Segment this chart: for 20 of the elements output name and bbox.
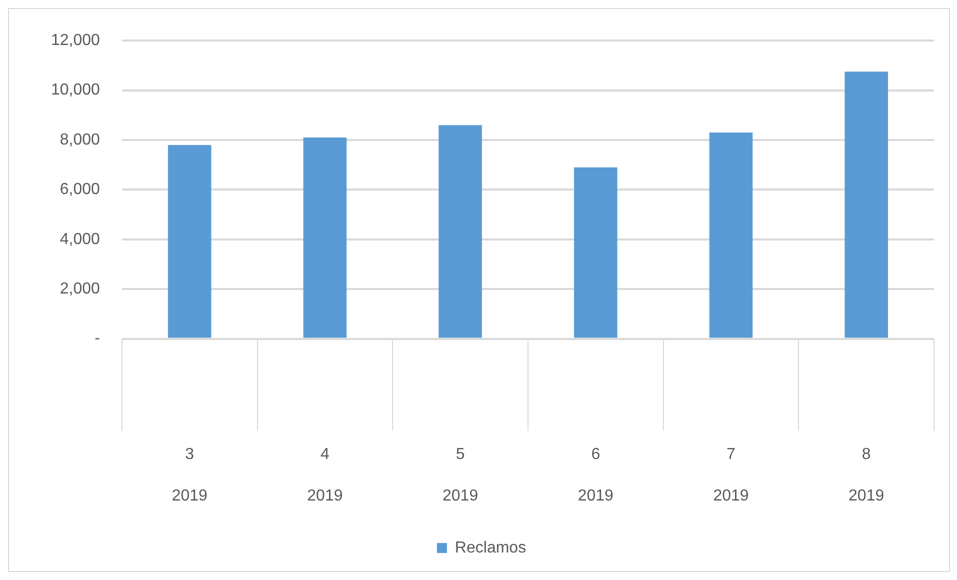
bar xyxy=(438,125,482,338)
y-tick-label: 2,000 xyxy=(60,280,100,298)
y-tick-label: - xyxy=(94,330,100,348)
category-label: 6 2019 xyxy=(578,446,614,505)
bar xyxy=(844,72,888,338)
bar xyxy=(574,167,618,338)
y-tick-label: 6,000 xyxy=(60,181,100,198)
bar xyxy=(303,138,347,338)
bar xyxy=(709,132,753,338)
category-label: 3 2019 xyxy=(172,446,208,505)
category-label: 4 2019 xyxy=(307,446,343,505)
category-label: 8 2019 xyxy=(848,446,884,505)
legend-label: Reclamos xyxy=(454,539,526,556)
y-tick-label: 4,000 xyxy=(60,230,100,248)
bar xyxy=(168,144,212,338)
category-label: 5 2019 xyxy=(442,446,478,505)
category-label: 7 2019 xyxy=(713,446,749,505)
y-tick-label: 8,000 xyxy=(60,131,100,148)
y-tick-label: 10,000 xyxy=(51,82,100,99)
y-tick-label: 12,000 xyxy=(51,32,100,50)
